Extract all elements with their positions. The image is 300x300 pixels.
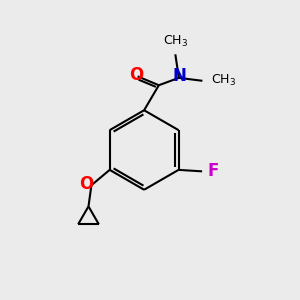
Text: CH$_3$: CH$_3$ bbox=[211, 73, 236, 88]
Text: O: O bbox=[79, 175, 93, 193]
Text: O: O bbox=[129, 66, 143, 84]
Text: F: F bbox=[208, 162, 219, 180]
Text: N: N bbox=[172, 67, 186, 85]
Text: CH$_3$: CH$_3$ bbox=[163, 34, 188, 49]
